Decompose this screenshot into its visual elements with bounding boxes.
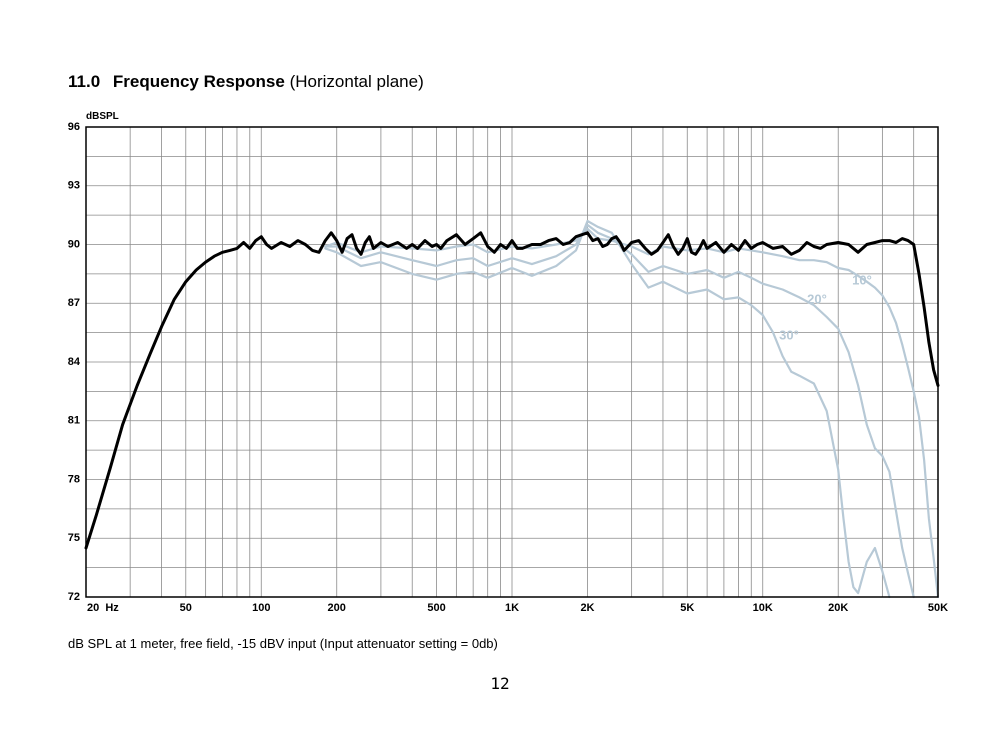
chart-caption: dB SPL at 1 meter, free field, -15 dBV i… [68, 636, 498, 651]
series-line-30° [324, 219, 891, 599]
series-line-on-axis [84, 231, 940, 550]
x-tick-label: 10K [753, 602, 773, 614]
x-tick-label: 50K [928, 602, 948, 614]
x-tick-label: 1K [505, 602, 519, 614]
y-axis-label: dBSPL [86, 111, 119, 122]
series-label: 10° [852, 272, 872, 287]
y-tick-label: 93 [68, 180, 80, 192]
y-tick-label: 75 [68, 532, 80, 544]
x-tick-label: 50 [180, 602, 192, 614]
section-number: 11.0 [68, 72, 101, 91]
tick-labels: 72 75 78 81 84 87 90 93 96 20 Hz 50 100 200 500 1K 2K 5K… [68, 121, 948, 614]
x-tick-label: 200 [328, 602, 346, 614]
x-tick-label: 2K [580, 602, 594, 614]
x-tick-label: 5K [680, 602, 694, 614]
series-label: 30° [779, 327, 799, 342]
x-tick-label: 100 [252, 602, 270, 614]
plot-frame [85, 126, 939, 598]
section-heading: 11.0 Frequency Response (Horizontal plan… [68, 72, 424, 92]
y-tick-label: 84 [68, 356, 81, 368]
series-label: 20° [807, 291, 827, 306]
y-tick-label: 81 [68, 415, 80, 427]
y-tick-label: 96 [68, 121, 80, 133]
y-tick-label: 78 [68, 473, 80, 485]
x-tick-label: 500 [427, 602, 445, 614]
section-subtitle: (Horizontal plane) [289, 72, 424, 91]
y-tick-label: 90 [68, 238, 80, 250]
series-group: 10° 20° 30° [84, 219, 940, 599]
page-number: 12 [490, 674, 510, 693]
y-tick-label: 72 [68, 591, 80, 603]
x-tick-label: 20 Hz [87, 602, 119, 614]
series-line-20° [324, 223, 915, 599]
x-tick-label: 20K [828, 602, 848, 614]
y-tick-label: 87 [68, 297, 80, 309]
section-title: Frequency Response [112, 72, 285, 91]
